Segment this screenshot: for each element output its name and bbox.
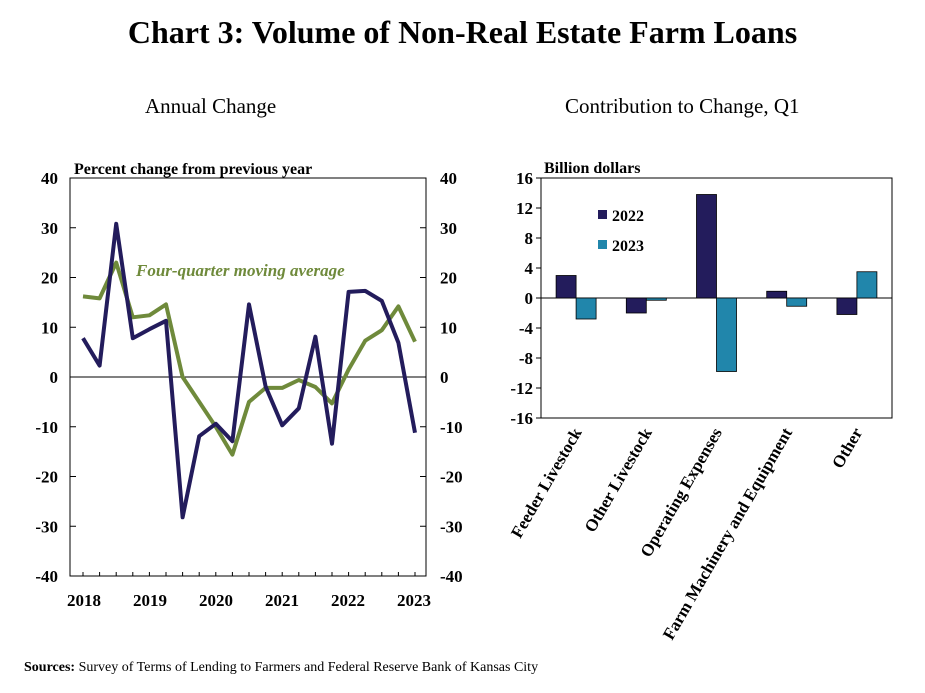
right-y-tick-label: -16 — [510, 409, 533, 428]
legend-label-2023: 2023 — [612, 238, 644, 255]
left-series-lines — [81, 221, 417, 520]
left-y-tick-label: 40 — [41, 169, 58, 188]
left-x-tick-label: 2020 — [199, 591, 233, 610]
left-x-tick-label: 2023 — [397, 591, 431, 610]
right-y-tick-label: -12 — [510, 379, 533, 398]
bar-2022 — [625, 297, 647, 314]
right-y-tick-label: 0 — [525, 289, 534, 308]
right-y-tick-label: -4 — [519, 319, 534, 338]
right-y-tick-label: 8 — [525, 229, 534, 248]
left-y-tick-label: -30 — [35, 517, 58, 536]
bar-2023 — [716, 297, 737, 372]
right-category-label: Feeder Livestock — [507, 424, 586, 541]
bar-2022 — [555, 275, 577, 299]
bar-2023 — [575, 297, 597, 320]
left-y-tick-label: 10 — [41, 318, 58, 337]
left-x-tick-label: 2022 — [331, 591, 365, 610]
left-y-tick-label: -20 — [35, 468, 58, 487]
right-category-label: Other — [828, 424, 866, 472]
right-chart-subtitle: Contribution to Change, Q1 — [565, 94, 800, 118]
source-note: Sources: Survey of Terms of Lending to F… — [24, 660, 538, 676]
right-y-tick-label: 16 — [516, 169, 533, 188]
bar-2023 — [856, 271, 878, 299]
left-y-ticks: 40 30 20 10 0 -10 -20 -30 -40 — [35, 169, 76, 586]
contribution-bar-chart: Billion dollars 16 12 8 4 0 -4 -8 -12 -16 Feeder… — [507, 160, 893, 643]
left-y-tick-label: -40 — [35, 567, 58, 586]
right-bars — [555, 194, 878, 372]
legend-swatch-2022 — [598, 210, 607, 219]
left-y-tick-label: 30 — [41, 219, 58, 238]
left-x-ticks: 2018 2019 2020 2021 2022 2023 — [67, 572, 431, 610]
annual-change-line — [81, 221, 417, 520]
legend-label-2022: 2022 — [612, 208, 644, 225]
bar-2022 — [836, 297, 858, 315]
right-category-label: Other Livestock — [581, 424, 656, 536]
moving-average-annotation: Four-quarter moving average — [135, 261, 345, 280]
secondary-y-tick-label: -20 — [440, 468, 463, 487]
left-x-tick-label: 2021 — [265, 591, 299, 610]
bar-2023 — [786, 297, 808, 307]
legend-swatch-2023 — [598, 240, 607, 249]
bar-2022 — [766, 290, 788, 299]
left-x-tick-label: 2019 — [133, 591, 167, 610]
right-category-label: Farm Machinery and Equipment — [659, 424, 796, 643]
secondary-y-tick-label: -10 — [440, 418, 463, 437]
right-y-tick-label: 12 — [516, 199, 533, 218]
secondary-y-tick-label: -30 — [440, 517, 463, 536]
right-y-axis-label: Billion dollars — [544, 160, 640, 177]
annual-change-line-chart: Percent change from previous year Four-q… — [35, 161, 462, 610]
left-y-tick-label: 0 — [50, 368, 59, 387]
secondary-y-tick-label: 40 — [440, 169, 457, 188]
chart-main-title: Chart 3: Volume of Non-Real Estate Farm … — [127, 14, 798, 50]
secondary-y-tick-label: 10 — [440, 318, 457, 337]
moving-average-line — [82, 260, 417, 457]
left-y-tick-label: 20 — [41, 269, 58, 288]
right-y-tick-label: -8 — [519, 349, 533, 368]
bar-2022 — [696, 194, 717, 299]
secondary-y-tick-label: 0 — [440, 368, 449, 387]
bar-2023 — [645, 297, 667, 301]
left-secondary-y-ticks: 40 30 20 10 0 -10 -20 -30 -40 — [420, 169, 463, 586]
secondary-y-tick-label: 20 — [440, 269, 457, 288]
right-y-tick-label: 4 — [525, 259, 534, 278]
right-legend: 2022 2023 — [598, 208, 644, 255]
secondary-y-tick-label: 30 — [440, 219, 457, 238]
left-y-axis-label: Percent change from previous year — [74, 161, 312, 178]
source-text: Survey of Terms of Lending to Farmers an… — [75, 660, 539, 675]
secondary-y-tick-label: -40 — [440, 567, 463, 586]
left-x-tick-label: 2018 — [67, 591, 101, 610]
source-label: Sources: — [24, 660, 76, 675]
left-chart-subtitle: Annual Change — [145, 94, 277, 118]
left-y-tick-label: -10 — [35, 418, 58, 437]
right-y-ticks: 16 12 8 4 0 -4 -8 -12 -16 — [510, 169, 541, 428]
